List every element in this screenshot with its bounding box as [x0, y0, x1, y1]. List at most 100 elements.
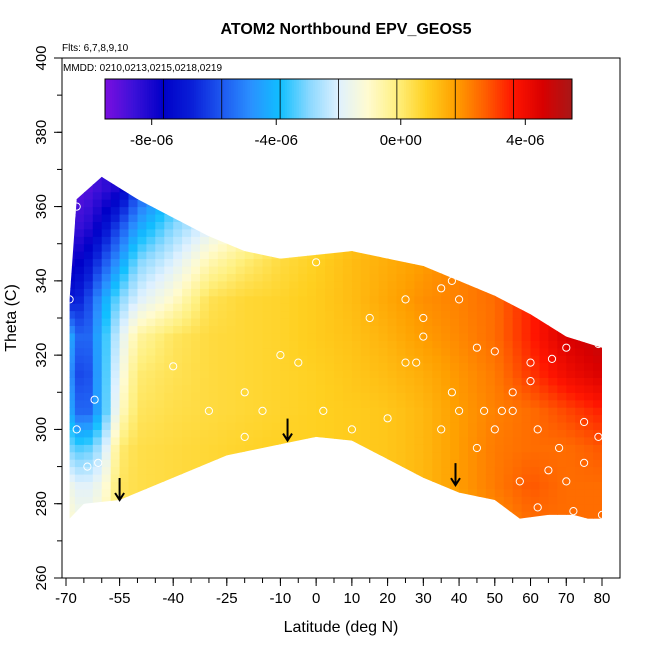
heatmap-cell — [468, 243, 478, 252]
heatmap-cell — [459, 488, 469, 497]
heatmap-cell — [137, 191, 147, 200]
colorbar-segment — [322, 79, 325, 119]
heatmap-cell — [584, 459, 594, 468]
heatmap-cell — [92, 444, 103, 453]
heatmap-cell — [360, 392, 371, 401]
heatmap-cell — [280, 176, 290, 178]
heatmap-cell — [485, 474, 496, 482]
sample-point — [455, 406, 464, 415]
heatmap-cell — [351, 511, 362, 519]
colorbar-segment — [560, 79, 564, 119]
heatmap-cell — [342, 332, 353, 341]
heatmap-cell — [325, 332, 335, 341]
heatmap-cell — [200, 206, 210, 215]
heatmap-cell — [155, 332, 165, 341]
heatmap-cell — [593, 273, 603, 282]
colorbar-segment — [193, 79, 197, 119]
heatmap-cell — [441, 199, 451, 208]
colorbar-segment — [266, 79, 269, 119]
heatmap-cell — [217, 436, 228, 445]
heatmap-cell — [593, 444, 603, 453]
heatmap-cell — [164, 273, 174, 282]
colorbar-segment — [450, 79, 454, 119]
heatmap-cell — [101, 488, 112, 497]
heatmap-cell — [342, 258, 353, 267]
heatmap-cell — [208, 392, 219, 401]
heatmap-cell — [485, 384, 496, 393]
heatmap-cell — [164, 519, 174, 527]
heatmap-cell — [289, 273, 299, 282]
heatmap-cell — [298, 459, 308, 468]
heatmap-cell — [423, 519, 433, 527]
heatmap-cell — [182, 295, 192, 304]
heatmap-cell — [557, 228, 567, 237]
heatmap-cell — [566, 340, 576, 349]
heatmap-cell — [441, 162, 451, 170]
colorbar-segment — [210, 79, 213, 119]
heatmap-cell — [593, 288, 603, 297]
heatmap-cell — [485, 258, 496, 267]
sample-point — [597, 510, 603, 519]
heatmap-cell — [226, 481, 237, 490]
heatmap-cell — [584, 318, 594, 326]
heatmap-cell — [494, 503, 505, 512]
heatmap-cell — [325, 519, 335, 527]
heatmap-cell — [182, 429, 192, 438]
heatmap-cell — [530, 332, 540, 341]
heatmap-cell — [450, 519, 460, 527]
heatmap-cell — [280, 184, 290, 193]
heatmap-cell — [521, 340, 532, 349]
heatmap-cell — [566, 392, 576, 401]
heatmap-cell — [468, 474, 478, 482]
heatmap-cell — [146, 384, 156, 393]
colorbar-segment — [420, 79, 424, 119]
heatmap-cell — [485, 414, 496, 423]
heatmap-cell — [584, 176, 594, 178]
heatmap-cell — [307, 459, 317, 468]
heatmap-cell — [200, 340, 210, 349]
heatmap-cell — [468, 444, 478, 453]
heatmap-cell — [119, 407, 130, 416]
heatmap-cell — [74, 206, 85, 215]
heatmap-cell — [164, 414, 174, 423]
heatmap-cell — [494, 422, 505, 430]
heatmap-cell — [74, 347, 85, 356]
heatmap-cell — [494, 444, 505, 453]
heatmap-cell — [208, 221, 219, 230]
sample-point — [490, 347, 499, 356]
heatmap-cell — [423, 474, 433, 482]
heatmap-cell — [432, 295, 442, 304]
heatmap-cell — [387, 362, 398, 371]
heatmap-cell — [593, 251, 603, 260]
colorbar-segment — [170, 79, 174, 119]
heatmap-cell — [342, 355, 353, 364]
heatmap-cell — [369, 199, 380, 208]
heatmap-cell — [548, 325, 558, 334]
heatmap-cell — [155, 273, 165, 282]
heatmap-cell — [119, 310, 130, 319]
heatmap-cell — [146, 303, 156, 312]
heatmap-cell — [423, 162, 433, 170]
heatmap-cell — [414, 399, 424, 408]
heatmap-cell — [200, 243, 210, 252]
heatmap-cell — [334, 162, 344, 170]
heatmap-cell — [512, 384, 523, 393]
heatmap-cell — [351, 295, 362, 304]
heatmap-cell — [182, 451, 192, 460]
heatmap-cell — [128, 481, 138, 490]
colorbar-segment — [168, 79, 171, 119]
heatmap-cell — [387, 206, 398, 215]
heatmap-cell — [494, 436, 505, 445]
heatmap-cell — [369, 332, 380, 341]
heatmap-cell — [119, 236, 130, 245]
heatmap-cell — [83, 176, 94, 185]
heatmap-cell — [226, 511, 237, 519]
heatmap-cell — [593, 384, 603, 393]
heatmap-cell — [138, 162, 148, 170]
heatmap-cell — [360, 176, 371, 185]
heatmap-cell — [566, 191, 576, 200]
heatmap-cell — [280, 214, 290, 222]
heatmap-cell — [521, 399, 532, 408]
heatmap-cell — [521, 310, 532, 319]
heatmap-cell — [539, 340, 549, 349]
